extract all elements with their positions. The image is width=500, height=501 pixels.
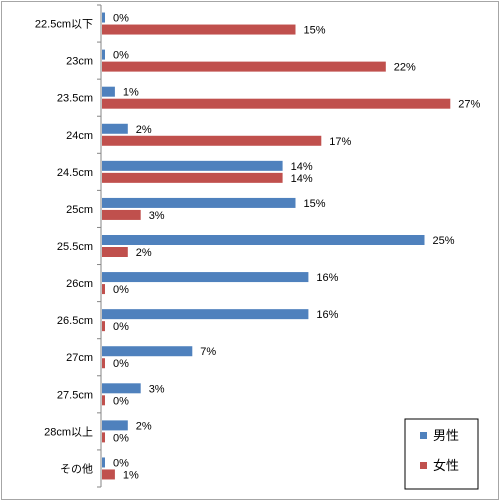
data-label: 1% [123, 87, 139, 99]
bar-female [102, 469, 115, 480]
bar-male [102, 309, 309, 320]
bar-male [102, 197, 296, 208]
data-label: 2% [136, 420, 152, 432]
legend-box [404, 418, 479, 490]
y-tick-label: 25.5cm [57, 241, 93, 253]
bar-female [102, 98, 451, 109]
data-label: 0% [113, 358, 129, 370]
data-label: 2% [136, 124, 152, 136]
data-label: 0% [113, 457, 129, 469]
y-tick-label: 25cm [66, 204, 93, 216]
legend-swatch [420, 432, 427, 439]
bar-female [102, 24, 296, 35]
data-label: 15% [304, 25, 326, 37]
legend-label: 男性 [433, 428, 459, 443]
bar-female [102, 284, 105, 295]
bar-male [102, 457, 105, 468]
bar-male [102, 420, 128, 431]
bar-female [102, 321, 105, 332]
bar-female [102, 247, 128, 257]
data-label: 7% [200, 346, 216, 358]
data-label: 25% [433, 235, 455, 247]
data-label: 3% [149, 383, 165, 395]
bar-female [102, 358, 105, 369]
legend-label: 女性 [433, 458, 459, 473]
data-label: 14% [291, 161, 313, 173]
bar-female [102, 135, 322, 146]
bar-male [102, 346, 193, 357]
y-tick-label: その他 [60, 462, 93, 475]
bar-female [102, 432, 105, 443]
bar-male [102, 49, 105, 60]
data-label: 14% [291, 173, 313, 185]
y-tick-label: 27cm [66, 352, 93, 364]
data-label: 0% [113, 284, 129, 296]
bar-male [102, 383, 141, 394]
y-tick-label: 23.5cm [57, 93, 93, 105]
y-tick-label: 26cm [66, 278, 93, 290]
bar-female [102, 61, 386, 72]
y-tick-label: 27.5cm [57, 389, 93, 401]
data-label: 0% [113, 432, 129, 444]
y-tick-label: 26.5cm [57, 315, 93, 327]
bar-male [102, 12, 105, 23]
y-tick-label: 22.5cm以下 [35, 19, 93, 31]
bar-male [102, 160, 283, 171]
data-label: 17% [329, 136, 351, 148]
data-label: 0% [113, 321, 129, 333]
y-tick-label: 24cm [66, 130, 93, 142]
bar-female [102, 209, 141, 220]
bar-male [102, 123, 128, 134]
data-label: 16% [316, 309, 338, 321]
data-label: 27% [458, 99, 480, 111]
y-tick-label: 28cm以上 [44, 425, 93, 438]
y-tick-label: 23cm [66, 56, 93, 68]
data-label: 1% [123, 469, 139, 481]
legend-swatch [420, 462, 427, 469]
data-label: 2% [136, 247, 152, 259]
bar-male [102, 86, 115, 97]
bar-male [102, 235, 425, 245]
data-label: 15% [304, 198, 326, 210]
data-label: 16% [316, 272, 338, 284]
data-label: 22% [394, 62, 416, 74]
y-tick-label: 24.5cm [57, 167, 93, 179]
bar-female [102, 172, 283, 183]
data-label: 0% [113, 13, 129, 25]
data-label: 0% [113, 395, 129, 407]
bar-male [102, 272, 309, 283]
data-label: 3% [149, 210, 165, 222]
data-label: 0% [113, 50, 129, 62]
bar-female [102, 395, 105, 406]
